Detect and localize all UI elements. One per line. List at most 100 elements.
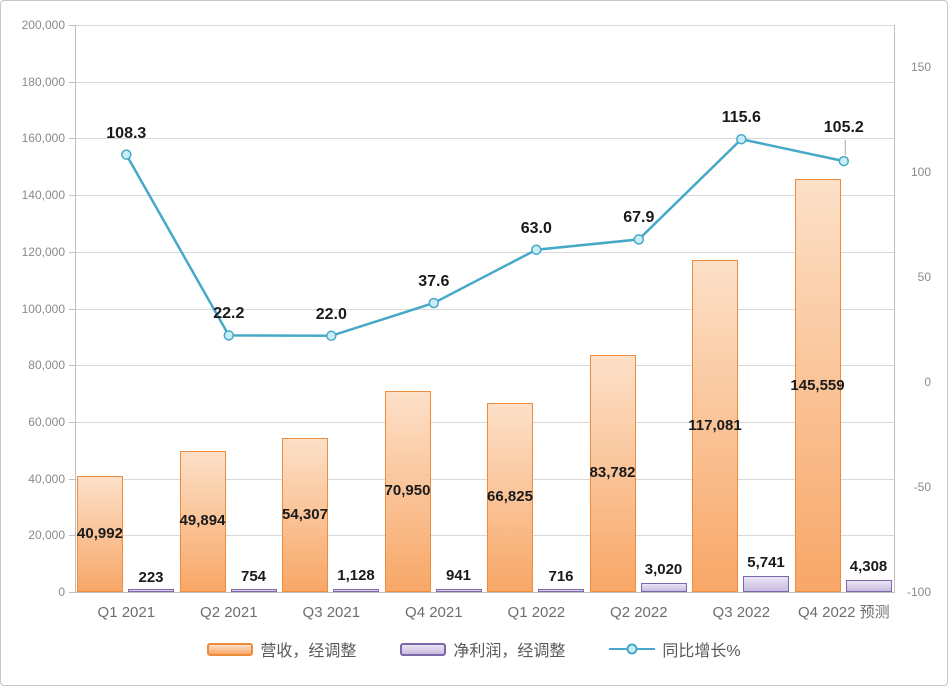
bar-revenue-2 [282, 438, 328, 592]
label-profit-3: 941 [445, 567, 472, 585]
label-revenue-0: 40,992 [77, 524, 123, 542]
growth-marker-1 [223, 330, 235, 341]
bar-revenue-4 [487, 402, 533, 592]
left-axis-tick-label: 100,000 [21, 301, 65, 316]
legend-label-profit: 净利润，经调整 [453, 643, 566, 660]
bar-profit-4 [538, 589, 584, 592]
label-profit-7: 4,308 [849, 557, 888, 575]
legend: 营收，经调整 净利润，经调整 同比增长% [1, 637, 947, 661]
legend-swatch-line-icon [609, 643, 656, 655]
left-axis-tick-mark [69, 25, 75, 26]
legend-label-revenue: 营收，经调整 [260, 643, 357, 660]
left-axis-tick-label: 60,000 [28, 414, 65, 429]
label-revenue-3: 70,950 [384, 482, 431, 500]
right-axis-tick-label: -50 [913, 480, 931, 494]
right-axis-tick-label: 150 [910, 60, 931, 74]
bar-revenue-0 [77, 475, 123, 592]
label-growth-6: 115.6 [721, 109, 761, 127]
left-axis-tick-mark [69, 365, 75, 367]
bar-profit-0 [128, 589, 174, 592]
left-axis-tick-mark [69, 308, 75, 310]
right-axis-tick-label: -100 [906, 585, 931, 599]
label-profit-0: 223 [138, 569, 164, 587]
label-revenue-7: 145,559 [790, 376, 845, 394]
label-growth-5: 67.9 [623, 209, 655, 227]
label-revenue-2: 54,307 [282, 506, 328, 523]
gridline [75, 195, 895, 197]
legend-swatch-profit-icon [400, 642, 447, 656]
label-growth-0: 108.3 [106, 124, 147, 142]
left-axis-tick-label: 20,000 [28, 528, 65, 543]
growth-marker-7 [838, 155, 850, 167]
left-axis-tick-mark [69, 81, 75, 83]
label-profit-6: 5,741 [747, 553, 785, 571]
gridline [75, 478, 895, 480]
legend-item-revenue: 营收，经调整 [207, 637, 356, 661]
left-axis-line [75, 25, 76, 592]
label-profit-2: 1,128 [337, 566, 375, 584]
x-label-7: Q4 2022 预测 [797, 604, 890, 621]
left-axis-tick-label: 0 [58, 585, 65, 599]
label-profit-5: 3,020 [644, 561, 683, 579]
label-revenue-6: 117,081 [688, 417, 742, 434]
gridline [75, 535, 895, 537]
gridline [75, 308, 895, 310]
label-profit-4: 716 [548, 568, 574, 585]
growth-marker-0 [121, 149, 132, 160]
gridline [75, 81, 895, 83]
growth-marker-3 [428, 297, 440, 309]
label-revenue-4: 66,825 [487, 488, 533, 506]
growth-marker-5 [633, 234, 645, 245]
right-axis-tick-label: 0 [924, 375, 931, 389]
label-revenue-5: 83,782 [589, 464, 636, 482]
gridline [75, 365, 895, 367]
x-label-1: Q2 2021 [200, 604, 258, 621]
bar-revenue-3 [384, 390, 431, 592]
growth-marker-2 [326, 330, 337, 342]
label-growth-1: 22.2 [213, 305, 245, 323]
left-axis-tick-label: 80,000 [28, 358, 65, 373]
label-profit-1: 754 [240, 567, 267, 585]
x-label-6: Q3 2022 [712, 604, 771, 621]
growth-marker-4 [531, 244, 542, 255]
legend-line-marker-icon [626, 643, 638, 655]
left-axis-tick-label: 40,000 [28, 471, 65, 486]
bar-profit-6 [743, 575, 789, 592]
left-axis-tick-label: 160,000 [21, 131, 65, 146]
label-revenue-1: 49,894 [179, 512, 226, 530]
label-growth-4: 63.0 [520, 219, 552, 237]
x-label-3: Q4 2021 [405, 604, 463, 621]
bar-profit-7 [845, 579, 892, 592]
left-axis-tick-label: 140,000 [21, 188, 65, 203]
left-axis-tick-mark [69, 535, 75, 537]
x-label-5: Q2 2022 [610, 604, 668, 621]
left-axis-tick-mark [69, 421, 75, 423]
gridline [75, 251, 895, 253]
bar-profit-2 [333, 588, 379, 592]
gridline [75, 421, 895, 423]
left-axis-tick-mark [69, 195, 75, 197]
gridline [75, 25, 895, 26]
plot-area: 40,992 49,894 54,307 70,950 66,825 83,782 117,… [75, 25, 895, 593]
legend-item-profit: 净利润，经调整 [400, 637, 565, 661]
bar-revenue-1 [179, 450, 226, 592]
left-axis-tick-mark [69, 478, 75, 480]
bar-profit-5 [640, 583, 687, 592]
left-axis-tick-mark [69, 138, 75, 140]
x-label-0: Q1 2021 [97, 604, 156, 621]
label-growth-3: 37.6 [418, 273, 450, 290]
left-axis-tick-label: 120,000 [21, 244, 65, 259]
legend-swatch-revenue-icon [207, 642, 254, 656]
label-growth-7: 105.2 [823, 119, 864, 137]
left-axis-tick-mark [69, 592, 75, 593]
right-axis-tick-label: 50 [917, 270, 931, 284]
left-axis-tick-label: 200,000 [21, 18, 65, 32]
label-growth-2: 22.0 [315, 305, 347, 323]
gridline [75, 138, 895, 140]
legend-label-growth: 同比增长% [662, 643, 741, 660]
left-axis-tick-mark [69, 251, 75, 253]
x-label-2: Q3 2021 [302, 604, 361, 621]
bar-revenue-5 [589, 354, 636, 592]
bar-profit-3 [435, 589, 482, 592]
